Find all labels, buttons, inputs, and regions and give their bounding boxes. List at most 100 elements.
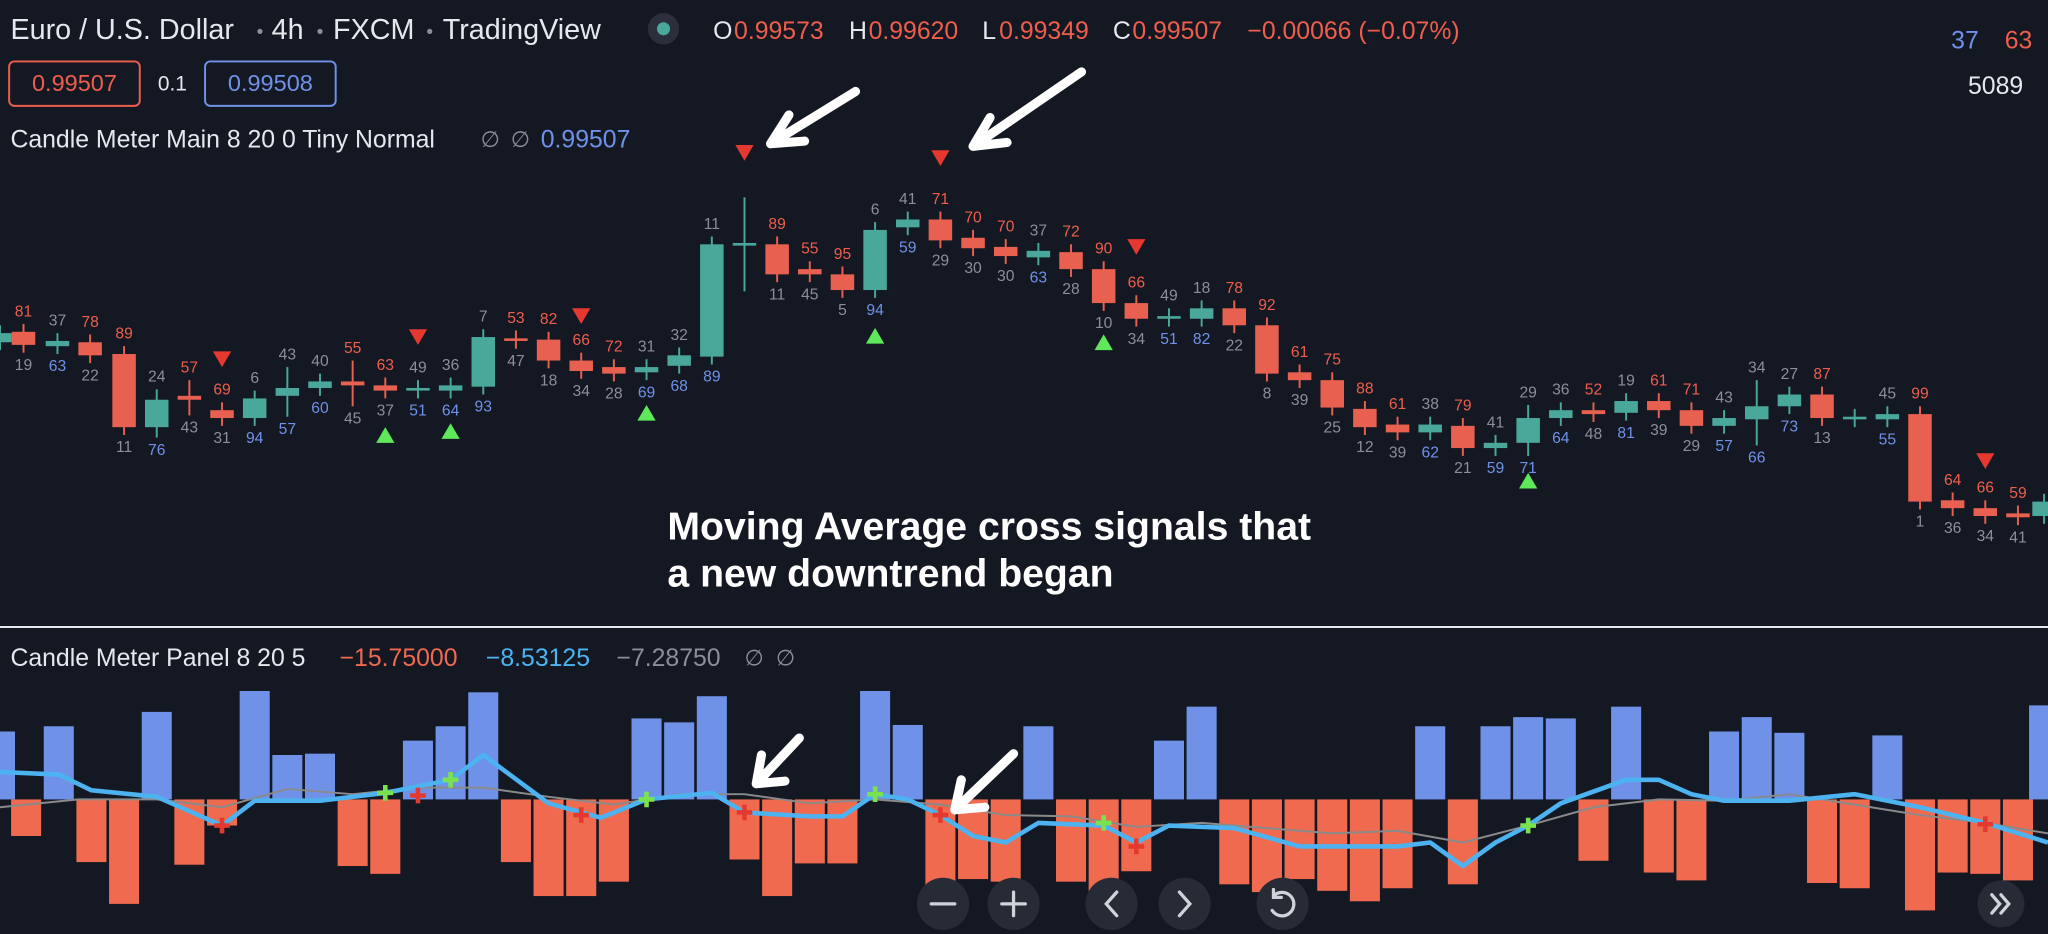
- candle-label: 70: [997, 218, 1015, 235]
- zoom-out-button[interactable]: [916, 877, 970, 931]
- candle-label: 82: [540, 311, 557, 328]
- candle-label: 36: [1552, 382, 1570, 399]
- candle-label: 41: [1487, 414, 1504, 431]
- sell-signal: [212, 351, 232, 368]
- candle-label: 71: [1683, 382, 1700, 399]
- histogram-bar-up: [1023, 726, 1054, 800]
- candle-label: 51: [409, 403, 426, 420]
- candle-label: 34: [1128, 331, 1146, 348]
- interval[interactable]: 4h: [272, 14, 304, 46]
- candle-label: 39: [1389, 444, 1406, 461]
- cross-up: [867, 786, 883, 803]
- candle-label: 32: [670, 327, 687, 344]
- cross-down: [573, 807, 590, 823]
- candle-body: [1516, 418, 1540, 443]
- candle-label: 93: [475, 399, 493, 416]
- candle-label: 76: [148, 442, 166, 459]
- ohlc-label: O: [713, 18, 732, 45]
- candle-label: 60: [311, 400, 329, 417]
- buy-signal: [441, 423, 460, 439]
- candle-label: 89: [703, 369, 720, 386]
- candle-body: [1679, 410, 1704, 426]
- histogram-bar-down: [76, 799, 107, 863]
- candle-label: 10: [1095, 315, 1113, 332]
- candle-label: 63: [377, 357, 395, 374]
- histogram-bar-down: [1970, 799, 2001, 874]
- histogram-bar-down: [370, 799, 401, 874]
- separator: [257, 28, 263, 35]
- candle-body: [2032, 501, 2048, 516]
- candle-label: 55: [1879, 431, 1897, 448]
- candle-label: 70: [964, 209, 982, 226]
- buy-price[interactable]: 0.99508: [228, 70, 313, 96]
- candle-body: [700, 244, 724, 357]
- indicator-name[interactable]: Candle Meter Main 8 20 0 Tiny Normal: [10, 127, 435, 154]
- zoom-in-button[interactable]: [987, 877, 1040, 931]
- ohlc-value: 0.99507: [1132, 18, 1222, 45]
- panel-icon[interactable]: ∅: [776, 646, 795, 671]
- histogram-bar-up: [1153, 740, 1184, 800]
- histogram-bar-up: [1872, 735, 1903, 800]
- candle-body: [1059, 252, 1083, 270]
- candle-body: [1418, 424, 1442, 433]
- candle-label: 19: [1617, 373, 1634, 390]
- candle-body: [2006, 513, 2030, 518]
- candle-label: 6: [871, 201, 880, 218]
- candle-body: [406, 387, 430, 391]
- histogram-bar-down: [1643, 799, 1674, 873]
- annotation: Moving Average cross signals that: [667, 505, 1311, 548]
- histogram-bar-down: [1284, 799, 1315, 880]
- arrows: [751, 67, 1087, 815]
- histogram-bar-up: [468, 692, 499, 800]
- histogram-bar-down: [1349, 799, 1380, 902]
- candle-label: 43: [1715, 390, 1733, 407]
- candle-body: [11, 331, 36, 345]
- histogram-bar-down: [1676, 799, 1707, 881]
- panel-value: −8.53125: [486, 645, 590, 672]
- scroll-end-button[interactable]: [1977, 880, 2025, 928]
- reset-button[interactable]: [1256, 877, 1309, 931]
- histogram-bar-up: [0, 731, 16, 800]
- symbol[interactable]: Euro / U.S. Dollar: [10, 14, 234, 46]
- ohlc-label: H: [849, 18, 867, 45]
- spread: 0.1: [158, 72, 187, 95]
- cross-up: [638, 791, 655, 808]
- indicator-icon[interactable]: ∅: [481, 127, 500, 152]
- indicator-icon[interactable]: ∅: [511, 127, 530, 152]
- histogram-bar-up: [631, 718, 662, 800]
- histogram-bar-up: [892, 724, 923, 800]
- candle-body: [667, 355, 691, 366]
- candle-label: 88: [1356, 380, 1374, 397]
- candle-body: [1875, 414, 1900, 420]
- scroll-right-button[interactable]: [1158, 877, 1211, 931]
- sell-button[interactable]: [8, 60, 141, 107]
- histogram-bar-down: [1578, 799, 1609, 861]
- panel-icon[interactable]: ∅: [744, 646, 763, 671]
- panel-name[interactable]: Candle Meter Panel 8 20 5: [10, 645, 305, 672]
- histogram-bar-up: [664, 722, 695, 800]
- candle-label: 57: [1715, 438, 1732, 455]
- candle-body: [1940, 500, 1965, 509]
- indicator-value: 0.99507: [541, 127, 631, 154]
- candle-label: 11: [116, 439, 132, 456]
- scroll-left-button[interactable]: [1085, 877, 1138, 931]
- candle-body: [1908, 414, 1932, 502]
- candle-label: 29: [1683, 438, 1700, 455]
- candle-body: [1712, 418, 1736, 426]
- histogram-bar-up: [43, 726, 74, 800]
- buy-signal: [865, 327, 885, 344]
- candle-label: 52: [1585, 382, 1602, 399]
- histogram-bar-up: [1709, 731, 1740, 800]
- candle-body: [993, 246, 1018, 257]
- cross-down: [410, 787, 426, 804]
- candle-label: 1: [1916, 514, 1925, 531]
- candle-body: [1385, 424, 1410, 433]
- candle-label: 18: [540, 373, 558, 390]
- candle-body: [275, 387, 300, 396]
- candle-label: 53: [507, 310, 525, 327]
- candle-body: [634, 367, 659, 373]
- sell-price[interactable]: 0.99507: [32, 70, 117, 96]
- candle-label: 22: [1226, 337, 1243, 354]
- candle-label: 78: [81, 314, 99, 331]
- buy-button[interactable]: [204, 60, 337, 107]
